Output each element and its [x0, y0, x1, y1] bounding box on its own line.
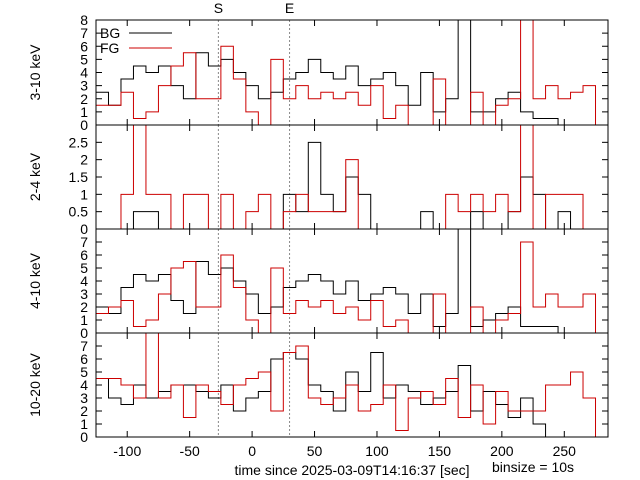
y-tick-label: 7 [80, 25, 88, 41]
y-tick-label: 6 [80, 247, 88, 263]
y-axis-label: 2-4 keV [27, 152, 43, 201]
y-tick-label: 6 [80, 38, 88, 54]
y-tick-label: 7 [80, 338, 88, 354]
fg-series-4 [96, 332, 608, 438]
x-tick-label: 200 [490, 443, 514, 459]
y-tick-label: 1 [80, 186, 88, 202]
y-tick-label: 2 [80, 299, 88, 315]
y-tick-label: 5 [80, 364, 88, 380]
y-axis-label: 3-10 keV [27, 44, 43, 101]
bg-series-1 [96, 19, 608, 126]
x-tick-label: 100 [365, 443, 389, 459]
y-tick-label: 3 [80, 390, 88, 406]
y-tick-label: 7 [80, 234, 88, 250]
y-tick-label: 4 [80, 65, 88, 81]
x-axis-label: time since 2025-03-09T14:16:37 [sec] [234, 462, 469, 478]
y-tick-label: 0 [80, 221, 88, 237]
binsize-label: binsize = 10s [492, 459, 574, 475]
y-tick-label: 2 [80, 91, 88, 107]
y-tick-label: 0.5 [69, 204, 89, 220]
y-tick-label: 1.5 [69, 169, 89, 185]
bg-series-3 [96, 228, 608, 334]
bg-series-2 [96, 141, 608, 230]
y-axis-label: 10-20 keV [27, 352, 43, 416]
legend-label-fg: FG [100, 40, 119, 56]
y-tick-label: 1 [80, 104, 88, 120]
y-tick-label: 1 [80, 312, 88, 328]
bg-series-4 [96, 352, 608, 438]
marker-label-s: S [214, 0, 223, 16]
legend-label-bg: BG [100, 25, 120, 41]
y-tick-label: 1 [80, 416, 88, 432]
y-tick-label: 5 [80, 260, 88, 276]
panel-frame [95, 19, 609, 126]
x-tick-label: 0 [248, 443, 256, 459]
x-tick-label: 250 [553, 443, 577, 459]
y-tick-label: 3 [80, 78, 88, 94]
y-tick-label: 3 [80, 286, 88, 302]
y-tick-label: 4 [80, 377, 88, 393]
x-tick-label: -100 [113, 443, 141, 459]
fg-series-2 [96, 124, 608, 230]
y-tick-label: 4 [80, 273, 88, 289]
panel-2: 00.5 11.52 2.5 2-4 keV [27, 124, 609, 237]
y-tick-label: 2 [80, 152, 88, 168]
y-tick-label: 0 [80, 117, 88, 133]
y-axis-label: 4-10 keV [27, 252, 43, 309]
y-tick-label: 2 [80, 403, 88, 419]
y-tick-label: 0 [80, 325, 88, 341]
y-tick-label: 8 [80, 12, 88, 28]
fg-series-3 [96, 241, 608, 334]
x-tick-label: -50 [180, 443, 200, 459]
y-tick-label: 2.5 [69, 134, 89, 150]
x-tick-label: 50 [307, 443, 323, 459]
y-tick-label: 6 [80, 351, 88, 367]
fg-series-1 [96, 19, 608, 126]
y-tick-label: 0 [80, 429, 88, 445]
y-tick-label: 5 [80, 51, 88, 67]
marker-label-e: E [285, 0, 294, 16]
x-tick-label: 150 [428, 443, 452, 459]
